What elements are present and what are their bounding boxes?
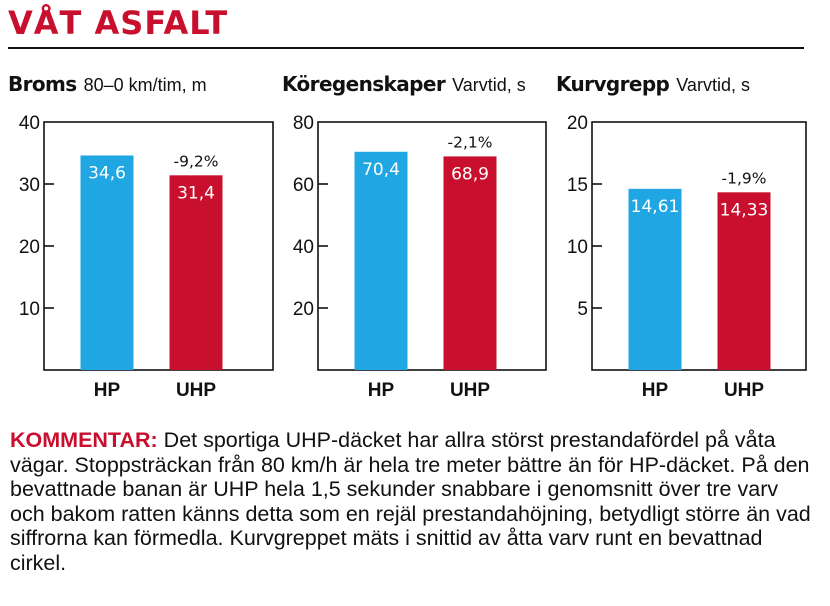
- change-label: -1,9%: [722, 169, 767, 187]
- comment-lead: KOMMENTAR:: [10, 428, 158, 452]
- y-tick-label: 40: [19, 113, 40, 134]
- y-tick-label: 60: [293, 175, 314, 196]
- category-label: UHP: [724, 380, 764, 401]
- comment-text: KOMMENTAR: Det sportiga UHP-däcket har a…: [10, 428, 818, 575]
- bar-value-label: 14,61: [631, 197, 680, 217]
- bar-value-label: 70,4: [362, 160, 400, 180]
- bar: [443, 156, 497, 370]
- chart-heading: Köregenskaper Varvtid, s: [282, 72, 526, 96]
- y-tick-label: 20: [293, 299, 314, 320]
- comment-body: Det sportiga UHP-däcket har allra störst…: [10, 428, 811, 575]
- category-label: HP: [642, 380, 669, 401]
- category-label: UHP: [450, 380, 490, 401]
- chart-subtitle: Varvtid, s: [452, 75, 526, 95]
- y-tick-label: 20: [19, 237, 40, 258]
- change-label: -9,2%: [174, 152, 219, 170]
- y-tick-label: 20: [567, 113, 588, 134]
- y-tick-label: 30: [19, 175, 40, 196]
- y-tick-label: 80: [293, 113, 314, 134]
- plot-frame: [317, 121, 547, 371]
- change-label: -2,1%: [448, 133, 493, 151]
- bar-value-label: 34,6: [88, 163, 126, 183]
- chart-subtitle: 80–0 km/tim, m: [84, 75, 207, 95]
- y-tick-label: 10: [19, 299, 40, 320]
- title-divider: [8, 47, 804, 49]
- y-tick-label: 40: [293, 237, 314, 258]
- chart-heading: Broms 80–0 km/tim, m: [8, 72, 207, 96]
- y-tick-label: 5: [577, 299, 588, 320]
- plot-frame: [43, 121, 274, 371]
- y-tick-label: 10: [567, 237, 588, 258]
- chart-title: Köregenskaper: [282, 72, 446, 96]
- category-label: HP: [94, 380, 121, 401]
- bar-value-label: 31,4: [177, 183, 215, 203]
- chart-subtitle: Varvtid, s: [676, 75, 750, 95]
- bar: [169, 175, 223, 370]
- bar: [717, 192, 771, 370]
- y-tick-label: 15: [567, 175, 588, 196]
- chart-title: Broms: [8, 72, 77, 96]
- page-title: VÅT ASFALT: [8, 4, 229, 42]
- bar: [354, 151, 408, 370]
- bar-charts: Broms 80–0 km/tim, m 10 20 30 40 34,6 HP 31,4 -9,…: [8, 72, 807, 401]
- bar-value-label: 14,33: [720, 200, 769, 220]
- category-label: UHP: [176, 380, 216, 401]
- bar: [628, 188, 682, 370]
- bar: [80, 155, 134, 370]
- chart-heading: Kurvgrepp Varvtid, s: [556, 72, 750, 96]
- bar-value-label: 68,9: [451, 164, 489, 184]
- chart-title: Kurvgrepp: [556, 72, 670, 96]
- plot-frame: [591, 121, 807, 371]
- category-label: HP: [368, 380, 395, 401]
